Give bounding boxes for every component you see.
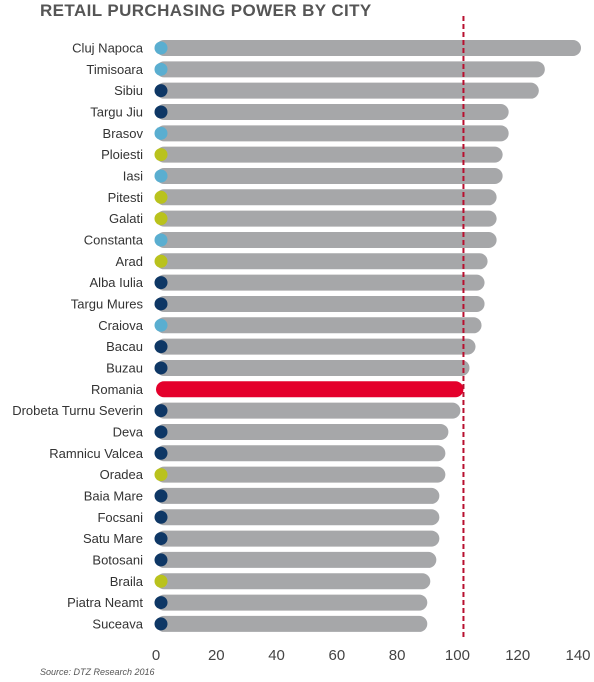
marker-cluj-napoca [154,41,168,55]
marker-craiova [154,318,168,332]
marker-pitesti [154,190,168,204]
marker-ploiesti [154,148,168,162]
marker-buzau [154,361,168,375]
bar-ramnicu-valcea [156,445,446,462]
bar-buzau [156,359,470,376]
marker-baia-mare [154,489,168,503]
bar-ploiesti [156,146,503,163]
category-label-brasov: Brasov [103,126,144,141]
category-label-satu-mare: Satu Mare [83,531,143,546]
marker-ramnicu-valcea [154,446,168,460]
bar-oradea [156,466,446,483]
marker-brasov [154,126,168,140]
marker-drobeta-turnu-severin [154,404,168,418]
category-label-bacau: Bacau [106,339,143,354]
x-tick-label-80: 80 [389,647,406,664]
marker-piatra-neamt [154,596,168,610]
x-tick-label-40: 40 [268,647,285,664]
marker-oradea [154,468,168,482]
marker-satu-mare [154,532,168,546]
bar-arad [156,253,488,270]
bar-markers [154,41,168,631]
bar-brasov [156,125,509,142]
x-tick-label-120: 120 [505,647,530,664]
x-tick-label-0: 0 [152,647,160,664]
category-label-oradea: Oradea [100,467,144,482]
bar-alba-iulia [156,274,485,291]
x-tick-label-100: 100 [445,647,470,664]
category-label-galati: Galati [109,211,143,226]
marker-targu-jiu [154,105,168,119]
marker-botosani [154,553,168,567]
marker-arad [154,254,168,268]
x-tick-label-140: 140 [565,647,590,664]
bar-craiova [156,317,482,334]
marker-constanta [154,233,168,247]
category-label-romania: Romania [91,382,144,397]
marker-suceava [154,617,168,631]
category-label-craiova: Craiova [98,318,144,333]
category-label-botosani: Botosani [92,552,143,567]
category-label-arad: Arad [116,254,143,269]
category-label-braila: Braila [110,574,144,589]
marker-focsani [154,510,168,524]
marker-bacau [154,340,168,354]
category-labels: Cluj Napoca Timisoara Sibiu Targu Jiu Brasov… [12,41,144,632]
category-label-buzau: Buzau [106,360,143,375]
marker-timisoara [154,62,168,76]
category-label-ploiesti: Ploiesti [101,147,143,162]
bar-bacau [156,338,476,355]
bars [156,40,582,632]
marker-galati [154,212,168,226]
x-axis-ticks: 0 20 40 60 80 100 120 140 [152,647,591,664]
bar-botosani [156,551,437,568]
bar-sibiu [156,82,539,99]
bar-constanta [156,231,497,248]
bar-satu-mare [156,530,440,547]
category-label-constanta: Constanta [84,232,144,247]
bar-drobeta-turnu-severin [156,402,461,419]
marker-sibiu [154,84,168,98]
bar-pitesti [156,189,497,206]
source-note: Source: DTZ Research 2016 [40,667,155,677]
bar-romania [156,381,464,398]
marker-alba-iulia [154,276,168,290]
category-label-suceava: Suceava [92,616,143,631]
bar-galati [156,210,497,227]
category-label-baia-mare: Baia Mare [84,488,143,503]
bar-timisoara [156,61,545,78]
bar-baia-mare [156,487,440,504]
bar-targu-jiu [156,103,509,120]
bar-cluj-napoca [156,40,582,56]
bar-suceava [156,615,428,632]
category-label-deva: Deva [113,424,144,439]
bar-deva [156,423,449,440]
bar-targu-mures [156,295,485,312]
bar-iasi [156,167,503,184]
category-label-pitesti: Pitesti [108,190,144,205]
category-label-sibiu: Sibiu [114,83,143,98]
category-label-cluj-napoca: Cluj Napoca [72,41,144,56]
category-label-focsani: Focsani [97,510,143,525]
category-label-targu-mures: Targu Mures [71,296,144,311]
marker-targu-mures [154,297,168,311]
marker-iasi [154,169,168,183]
category-label-ramnicu-valcea: Ramnicu Valcea [49,446,143,461]
marker-deva [154,425,168,439]
bar-focsani [156,509,440,526]
category-label-drobeta-turnu-severin: Drobeta Turnu Severin [12,403,143,418]
bar-braila [156,573,431,590]
category-label-piatra-neamt: Piatra Neamt [67,595,143,610]
x-tick-label-60: 60 [329,647,346,664]
marker-braila [154,574,168,588]
chart-title: RETAIL PURCHASING POWER BY CITY [40,1,372,20]
x-tick-label-20: 20 [208,647,225,664]
bar-piatra-neamt [156,594,428,611]
category-label-timisoara: Timisoara [86,62,143,77]
category-label-iasi: Iasi [123,168,143,183]
category-label-targu-jiu: Targu Jiu [90,104,143,119]
category-label-alba-iulia: Alba Iulia [90,275,144,290]
